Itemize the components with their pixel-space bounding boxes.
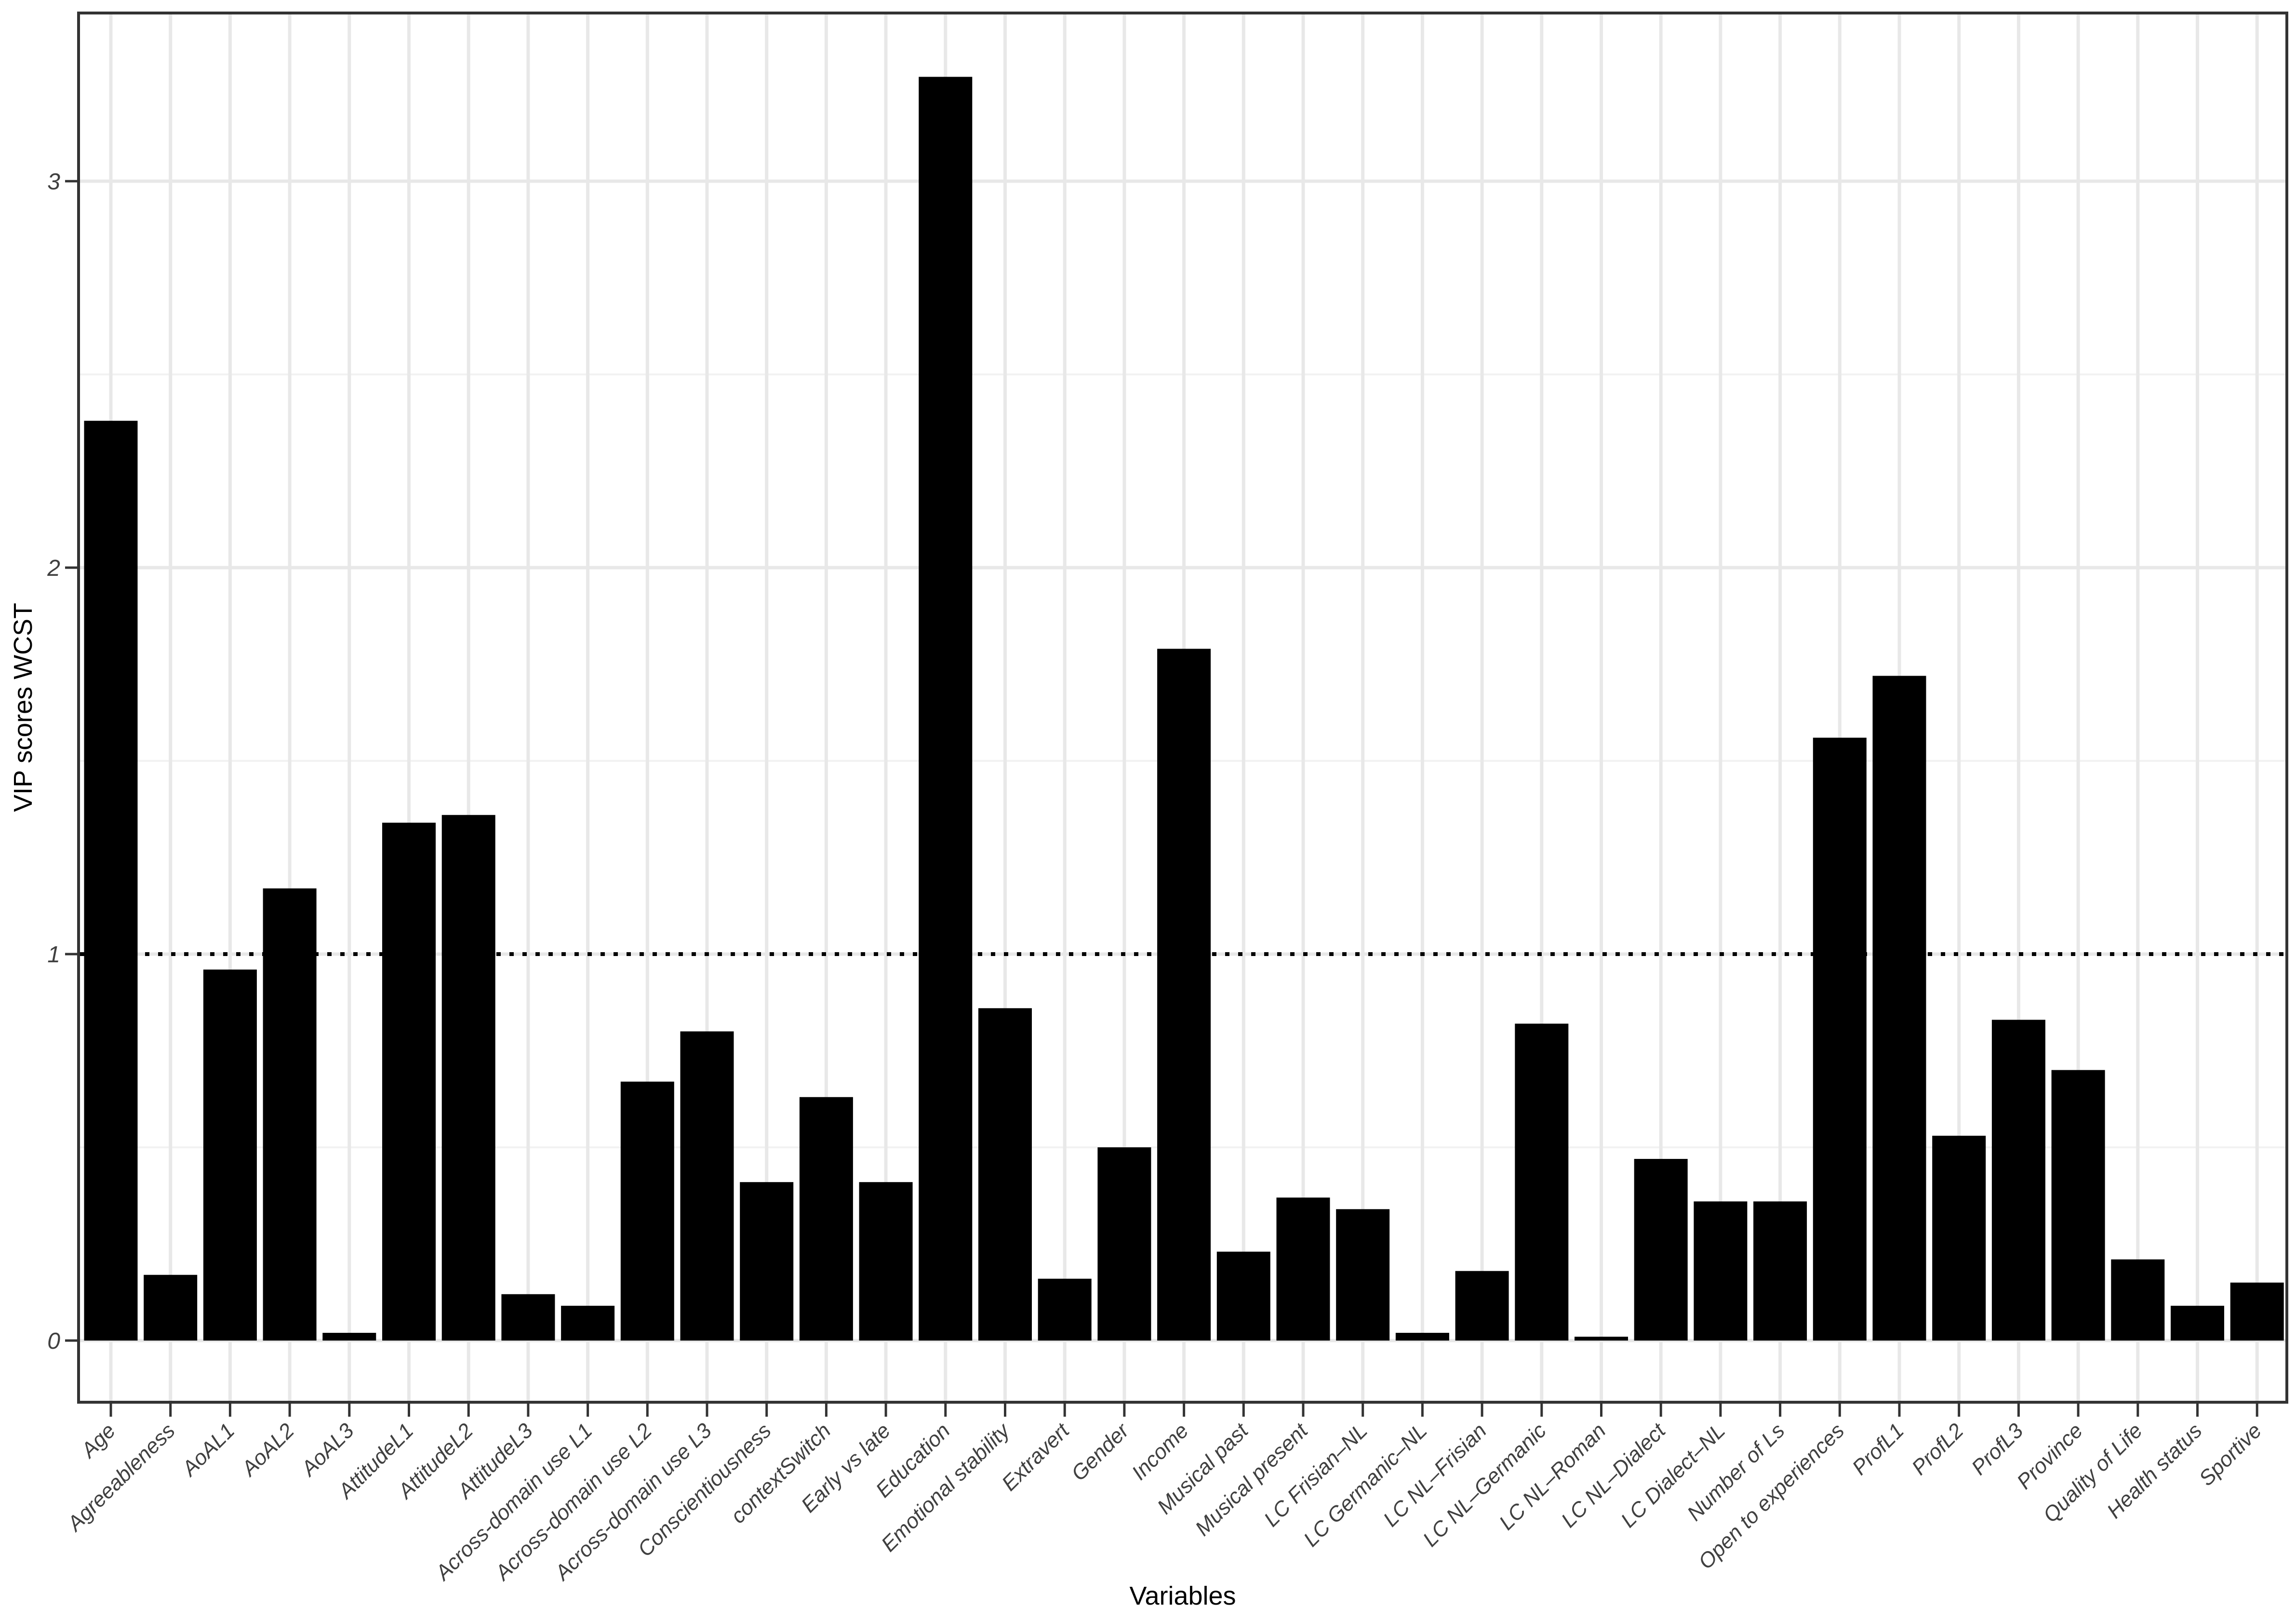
bar [978, 1008, 1032, 1341]
bar [382, 823, 436, 1341]
x-tick-label: LC Frisian–NL [1259, 1419, 1372, 1531]
axis-ticks-and-labels: 0123AgeAgreeablenessAoAL1AoAL2AoAL3Attit… [47, 169, 2266, 1586]
bar [501, 1294, 555, 1341]
x-tick-label: Gender [1067, 1418, 1135, 1486]
x-tick-label: LC NL–Dialect [1557, 1418, 1670, 1532]
bar [441, 815, 495, 1341]
panel-border [77, 12, 2288, 1404]
x-axis-title: Variables [1129, 1581, 1236, 1610]
x-tick-label: Age [76, 1419, 120, 1463]
bar [2171, 1305, 2224, 1341]
bars [84, 77, 2284, 1341]
bar [1932, 1135, 1986, 1341]
bar [1276, 1197, 1330, 1341]
bar [2111, 1259, 2165, 1341]
x-tick-label: Agreeableness [62, 1419, 179, 1536]
bar [203, 970, 257, 1341]
x-tick-label: LC NL–Frisian [1379, 1419, 1492, 1531]
y-axis-title: VIP scores WCST [9, 603, 38, 812]
x-tick-label: Extravert [997, 1418, 1074, 1495]
bar [740, 1182, 794, 1341]
bar [2051, 1070, 2105, 1341]
bar [859, 1182, 913, 1341]
bar [680, 1031, 734, 1341]
bar [561, 1305, 615, 1341]
bar [84, 421, 138, 1341]
bar [620, 1081, 674, 1341]
bar [1157, 649, 1211, 1341]
bar [1455, 1271, 1509, 1341]
bar [2230, 1282, 2284, 1341]
y-tick-label: 2 [47, 556, 60, 581]
bar [1395, 1332, 1449, 1341]
bar [1515, 1023, 1569, 1341]
bar [1872, 676, 1926, 1341]
bar [1813, 737, 1867, 1341]
bar [322, 1332, 376, 1341]
x-tick-label: AoAL1 [176, 1419, 239, 1481]
bar [144, 1275, 198, 1341]
bar [263, 888, 317, 1341]
panel-border-rect [77, 12, 2288, 1404]
bar [1216, 1251, 1270, 1341]
y-tick-label: 3 [47, 169, 60, 195]
y-tick-label: 0 [47, 1329, 60, 1354]
x-tick-label: Sportive [2194, 1419, 2266, 1490]
x-tick-label: LC NL–Roman [1495, 1419, 1610, 1534]
x-tick-label: ProfL2 [1907, 1419, 1968, 1479]
x-tick-label: ProfL1 [1848, 1419, 1909, 1479]
bar [799, 1097, 853, 1341]
bar [1991, 1020, 2045, 1341]
bar [1038, 1278, 1092, 1341]
bar [1097, 1147, 1151, 1341]
bar [1753, 1201, 1807, 1341]
bar [1634, 1159, 1688, 1341]
x-tick-label: LC Dialect–NL [1616, 1419, 1730, 1532]
bar [1694, 1201, 1748, 1341]
y-tick-label: 1 [47, 942, 60, 968]
x-tick-label: AoAL2 [236, 1419, 299, 1481]
bar [1575, 1336, 1628, 1341]
bar [1336, 1209, 1390, 1341]
bar [919, 77, 973, 1341]
